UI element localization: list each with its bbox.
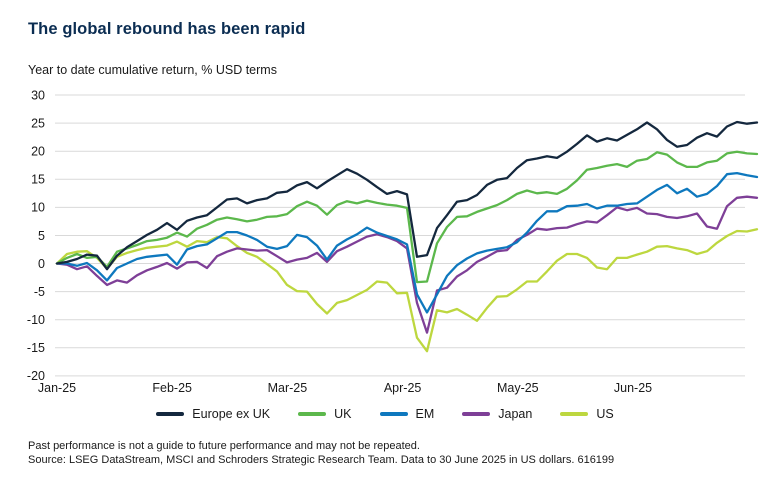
source-text: Source: LSEG DataStream, MSCI and Schrod…: [28, 453, 615, 466]
y-tick-label: 15: [31, 173, 45, 187]
y-tick-label: 10: [31, 201, 45, 215]
legend-swatch-us: [560, 412, 589, 416]
y-tick-label: 30: [31, 88, 45, 102]
series-line-europe-ex-uk: [55, 120, 759, 271]
chart-legend: Europe ex UK UK EM Japan US: [0, 407, 770, 421]
x-tick-label: Jun-25: [614, 381, 652, 395]
y-tick-label: 25: [31, 116, 45, 130]
legend-item-us: US: [560, 407, 614, 421]
legend-item-europe-ex-uk: Europe ex UK: [156, 407, 270, 421]
legend-label: US: [596, 407, 614, 421]
chart-title: The global rebound has been rapid: [28, 20, 306, 38]
legend-swatch-europe-ex-uk: [156, 412, 185, 416]
y-tick-label: 0: [38, 257, 45, 271]
y-tick-label: -20: [27, 369, 45, 383]
x-tick-label: Apr-25: [384, 381, 422, 395]
series-line-us: [55, 228, 759, 353]
y-tick-label: -5: [34, 285, 45, 299]
x-tick-label: Jan-25: [38, 381, 76, 395]
chart-subtitle: Year to date cumulative return, % USD te…: [28, 63, 277, 77]
series-line-uk: [55, 150, 759, 284]
legend-swatch-em: [379, 412, 408, 416]
legend-item-japan: Japan: [462, 407, 532, 421]
legend-label: Europe ex UK: [192, 407, 271, 421]
x-tick-label: Mar-25: [268, 381, 308, 395]
legend-label: EM: [415, 407, 435, 421]
series-line-japan: [55, 195, 759, 334]
chart-footer: Past performance is not a guide to futur…: [28, 440, 614, 467]
legend-swatch-japan: [462, 412, 491, 416]
y-tick-label: 20: [31, 145, 45, 159]
legend-label: Japan: [498, 407, 533, 421]
y-tick-label: 5: [38, 229, 45, 243]
y-tick-label: -10: [27, 313, 45, 327]
legend-label: UK: [334, 407, 352, 421]
legend-swatch-uk: [298, 412, 327, 416]
y-tick-label: -15: [27, 341, 45, 355]
series-line-em: [55, 171, 759, 314]
x-tick-label: Feb-25: [152, 381, 192, 395]
legend-item-em: EM: [379, 407, 435, 421]
disclaimer-text: Past performance is not a guide to futur…: [28, 440, 420, 452]
legend-item-uk: UK: [298, 407, 352, 421]
x-tick-label: May-25: [497, 381, 539, 395]
